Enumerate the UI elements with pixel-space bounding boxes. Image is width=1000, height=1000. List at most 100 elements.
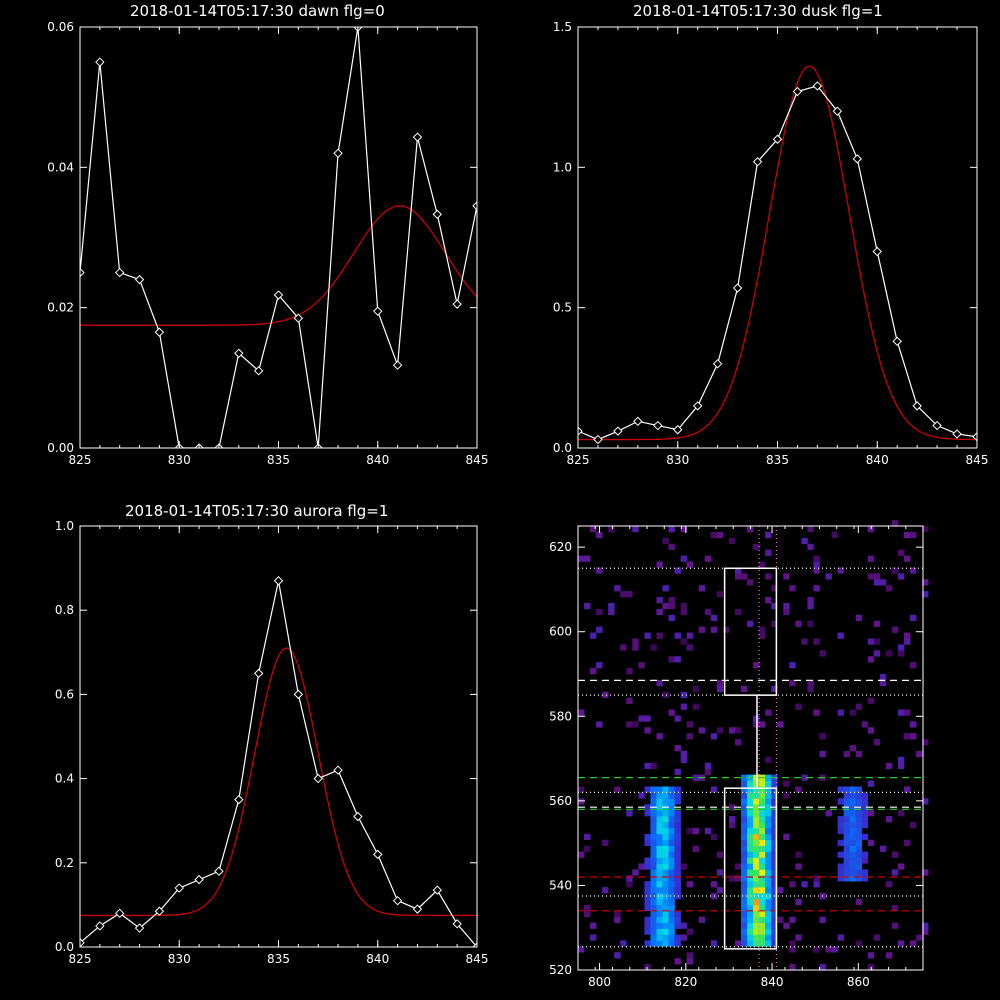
heatmap-cell <box>662 798 669 805</box>
heatmap-cell <box>771 602 778 610</box>
heatmap-cell <box>765 597 772 604</box>
heatmap-cell <box>885 650 893 657</box>
heatmap-cell <box>783 573 790 580</box>
heatmap-cell <box>632 869 639 876</box>
heatmap-cell <box>704 555 712 562</box>
heatmap-cell <box>897 573 905 580</box>
heatmap-cell <box>783 792 790 799</box>
heatmap-cell <box>747 934 754 941</box>
heatmap-cell <box>704 827 712 835</box>
heatmap-cell <box>710 833 718 841</box>
heatmap-cell <box>668 916 675 923</box>
heatmap-cell <box>662 786 669 793</box>
heatmap-cell <box>922 922 929 929</box>
heatmap-cell <box>879 579 887 586</box>
heatmap-cell <box>910 567 917 574</box>
heatmap-cell <box>759 845 766 852</box>
heatmap-cell <box>867 656 875 663</box>
heatmap-cell <box>668 839 675 846</box>
image-xtick-label: 820 <box>674 975 697 989</box>
heatmap-cell <box>722 626 730 633</box>
dawn-ytick-label: 0.06 <box>47 20 74 34</box>
heatmap-cell <box>728 727 736 734</box>
heatmap-cell <box>674 910 681 918</box>
heatmap-cell <box>662 940 669 947</box>
heatmap-cell <box>656 561 663 568</box>
aurora-ytick-label: 0.0 <box>55 940 74 954</box>
heatmap-cell <box>614 786 621 793</box>
heatmap-cell <box>668 869 675 876</box>
aurora-plot-area <box>80 576 477 947</box>
heatmap-cell <box>668 910 675 918</box>
image-overlays <box>578 526 923 970</box>
heatmap-cell <box>765 549 772 556</box>
heatmap-cell <box>704 608 712 616</box>
heatmap-cell <box>765 857 772 864</box>
heatmap-cell <box>626 668 633 675</box>
heatmap-cell <box>759 910 766 918</box>
heatmap-cell <box>741 792 748 799</box>
heatmap-cell <box>771 922 778 929</box>
dusk-data-point <box>692 401 703 411</box>
heatmap-cell <box>813 709 820 716</box>
dusk-xtick-label: 845 <box>966 453 989 467</box>
heatmap-cell <box>741 810 748 817</box>
dusk-frame <box>577 26 978 449</box>
heatmap-cell <box>765 780 772 787</box>
heatmap-cell <box>897 940 905 947</box>
heatmap-cell <box>747 810 754 817</box>
heatmap-cell <box>680 922 687 929</box>
heatmap-cell <box>680 756 687 764</box>
heatmap-cell <box>674 810 681 817</box>
dawn-ytick-label: 0.00 <box>47 441 74 455</box>
heatmap-cell <box>771 857 778 864</box>
heatmap-cell <box>674 887 681 894</box>
heatmap-cell <box>686 952 694 959</box>
aurora-data-point <box>134 923 145 933</box>
heatmap-cell <box>747 620 754 627</box>
heatmap-cell <box>825 573 832 580</box>
heatmap-cell <box>807 602 814 610</box>
dusk-ytick-label: 0.0 <box>553 441 572 455</box>
heatmap-cell <box>692 845 700 852</box>
dawn-data-point <box>273 290 284 300</box>
heatmap-cell <box>698 916 706 923</box>
heatmap-cell <box>759 875 766 882</box>
heatmap-cell <box>728 804 736 811</box>
heatmap-cell <box>656 816 663 823</box>
heatmap-cell <box>650 898 657 906</box>
heatmap-cell <box>759 632 766 639</box>
heatmap-cell <box>656 857 663 864</box>
image-xtick-label: 840 <box>761 975 784 989</box>
heatmap-cell <box>771 863 778 870</box>
heatmap-cell <box>867 727 875 734</box>
heatmap-cell <box>656 851 663 858</box>
aurora-data-point <box>174 883 184 893</box>
heatmap-cell <box>728 537 736 545</box>
heatmap-cell <box>686 721 694 728</box>
heatmap-cell <box>777 721 784 728</box>
heatmap-cell <box>741 863 748 870</box>
heatmap-cell <box>753 662 760 669</box>
heatmap-cell <box>837 875 844 882</box>
heatmap-cell <box>747 780 754 787</box>
heatmap-cell <box>855 810 863 817</box>
heatmap-cell <box>680 750 687 758</box>
heatmap-cell <box>855 798 863 805</box>
dusk-data-point <box>892 336 902 347</box>
heatmap-cell <box>849 869 857 876</box>
heatmap-cell <box>662 893 669 900</box>
dawn-data-point <box>95 57 105 67</box>
heatmap-cell <box>861 798 869 805</box>
heatmap-cell <box>759 798 766 805</box>
heatmap-cell <box>759 833 766 841</box>
heatmap-cell <box>656 733 663 740</box>
heatmap-cell <box>650 869 657 876</box>
heatmap-cell <box>747 579 754 586</box>
heatmap-cell <box>765 881 772 888</box>
heatmap-cell <box>910 733 917 740</box>
dusk-data-point <box>872 246 882 257</box>
aurora-data-point <box>412 904 423 914</box>
heatmap-cell <box>843 839 850 846</box>
heatmap-cell <box>789 585 796 592</box>
